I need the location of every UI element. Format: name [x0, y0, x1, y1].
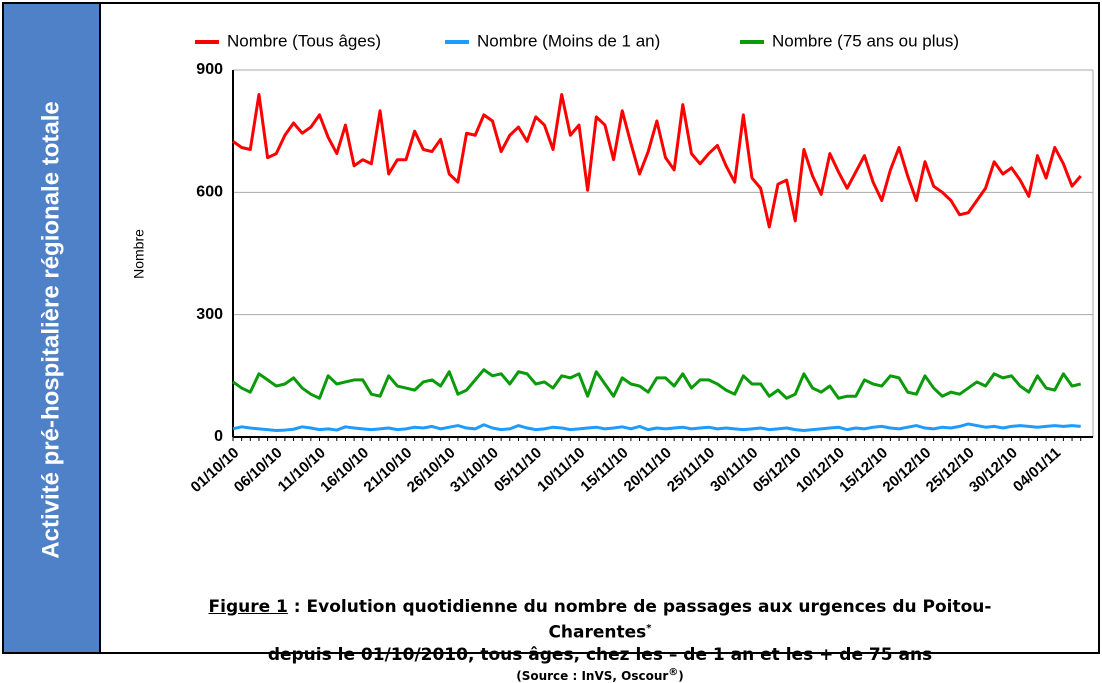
source-end: ) [678, 668, 684, 683]
legend-label: Nombre (Moins de 1 an) [477, 31, 660, 50]
sidebar [4, 4, 100, 652]
y-tick-label: 300 [196, 306, 223, 323]
y-tick-label: 900 [196, 61, 223, 78]
caption-source: (Source : InVS, Oscour®) [200, 666, 1000, 683]
legend-label: Nombre (Tous âges) [227, 31, 381, 50]
x-tick-label: 10/11/10 [534, 444, 588, 495]
x-tick-label: 04/01/11 [1010, 444, 1064, 495]
caption-label: Figure 1 [208, 597, 288, 617]
sidebar-title: Activité pré-hospitalière régionale tota… [37, 101, 64, 558]
x-tick-label: 31/10/10 [447, 444, 502, 496]
x-tick-label: 30/12/10 [966, 444, 1021, 496]
series-line [232, 92, 1082, 229]
x-tick-label: 20/11/10 [621, 444, 675, 495]
source-mark: ® [668, 666, 679, 678]
x-tick-label: 15/11/10 [577, 444, 631, 495]
source-text: (Source : InVS, Oscour [516, 668, 669, 683]
y-tick-label: 0 [214, 428, 223, 445]
legend-label: Nombre (75 ans ou plus) [772, 31, 959, 50]
caption-line: depuis le 01/10/2010, tous âges, chez le… [267, 644, 933, 665]
x-tick-label: 25/11/10 [664, 444, 718, 495]
caption-text: : Evolution quotidienne du nombre de pas… [287, 597, 992, 643]
series-line [232, 422, 1081, 432]
series-line [232, 368, 1082, 400]
caption-mark: * [646, 623, 652, 634]
y-axis-label: Nombre [131, 229, 147, 279]
caption: Figure 1 : Evolution quotidienne du nomb… [200, 596, 1000, 683]
x-tick-label: 05/11/10 [491, 444, 545, 495]
chart: Activité pré-hospitalière régionale tota… [2, 2, 1100, 654]
x-tick-label: 06/10/10 [231, 444, 286, 496]
y-tick-label: 600 [196, 184, 223, 201]
frame [2, 2, 1100, 654]
